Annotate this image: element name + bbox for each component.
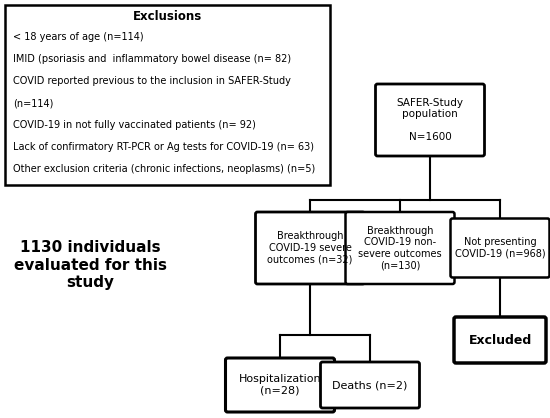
Text: SAFER-Study
population

N=1600: SAFER-Study population N=1600 [397, 97, 464, 143]
FancyBboxPatch shape [256, 212, 365, 284]
Text: IMID (psoriasis and  inflammatory bowel disease (n= 82): IMID (psoriasis and inflammatory bowel d… [13, 54, 291, 64]
Text: Lack of confirmatory RT-PCR or Ag tests for COVID-19 (n= 63): Lack of confirmatory RT-PCR or Ag tests … [13, 142, 314, 152]
Text: Other exclusion criteria (chronic infections, neoplasms) (n=5): Other exclusion criteria (chronic infect… [13, 164, 315, 174]
Text: 1130 individuals
evaluated for this
study: 1130 individuals evaluated for this stud… [14, 240, 167, 290]
FancyBboxPatch shape [376, 84, 485, 156]
Text: Breakthrough
COVID-19 non-
severe outcomes
(n=130): Breakthrough COVID-19 non- severe outcom… [358, 226, 442, 270]
Text: Breakthrough
COVID-19 severe
outcomes (n=32): Breakthrough COVID-19 severe outcomes (n… [267, 232, 353, 265]
FancyBboxPatch shape [226, 358, 334, 412]
Text: Hospitalization
(n=28): Hospitalization (n=28) [239, 374, 321, 396]
Text: COVID reported previous to the inclusion in SAFER-Study: COVID reported previous to the inclusion… [13, 76, 291, 86]
FancyBboxPatch shape [450, 219, 549, 278]
Text: < 18 years of age (n=114): < 18 years of age (n=114) [13, 32, 144, 42]
FancyBboxPatch shape [321, 362, 420, 408]
FancyBboxPatch shape [5, 5, 330, 185]
Text: COVID-19 in not fully vaccinated patients (n= 92): COVID-19 in not fully vaccinated patient… [13, 120, 256, 130]
Text: Not presenting
COVID-19 (n=968): Not presenting COVID-19 (n=968) [455, 237, 545, 259]
FancyBboxPatch shape [454, 317, 546, 363]
Text: Exclusions: Exclusions [133, 10, 202, 23]
Text: (n=114): (n=114) [13, 98, 53, 108]
Text: Deaths (n=2): Deaths (n=2) [332, 380, 408, 390]
FancyBboxPatch shape [345, 212, 454, 284]
Text: Excluded: Excluded [469, 334, 532, 347]
